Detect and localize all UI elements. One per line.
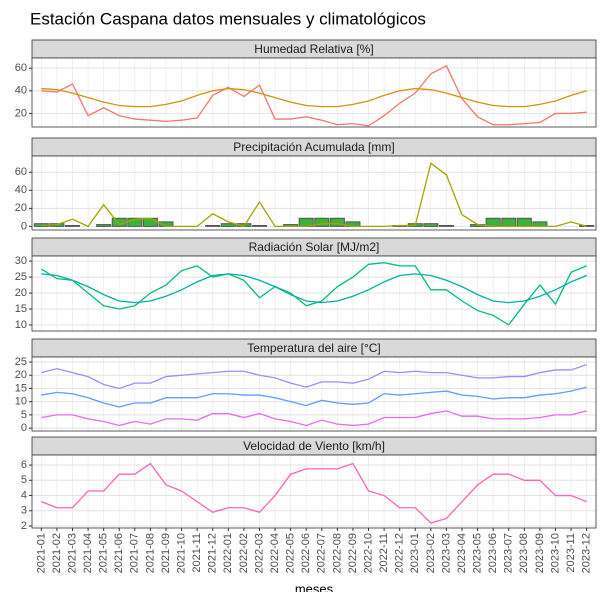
- y-tick-label: 20: [15, 287, 27, 299]
- x-tick-label: 2021-06: [113, 533, 125, 573]
- strip-title: Precipitación Acumulada [mm]: [233, 140, 394, 154]
- x-tick-label: 2021-05: [98, 533, 110, 573]
- line: [41, 87, 587, 108]
- x-tick-label: 2022-04: [269, 533, 281, 573]
- x-tick-label: 2022-02: [238, 533, 250, 573]
- y-tick-label: 40: [15, 85, 27, 97]
- y-tick-label: 30: [15, 255, 27, 267]
- x-tick-label: 2023-08: [518, 533, 530, 573]
- x-tick-label: 2023-04: [456, 533, 468, 573]
- y-tick-label: 25: [15, 356, 27, 368]
- chart-title: Estación Caspana datos mensuales y clima…: [30, 9, 426, 28]
- x-tick-label: 2022-03: [253, 533, 265, 573]
- line: [41, 386, 587, 408]
- line: [41, 462, 587, 524]
- x-tick-label: 2022-05: [285, 533, 297, 573]
- x-tick-label: 2022-08: [331, 533, 343, 573]
- y-tick-label: 60: [15, 166, 27, 178]
- y-tick-label: 4: [21, 489, 27, 501]
- bar: [438, 224, 454, 227]
- y-tick-label: 0: [21, 220, 27, 232]
- x-tick-label: 2022-11: [378, 533, 390, 573]
- bar: [314, 217, 330, 227]
- bar: [532, 221, 548, 227]
- line: [41, 65, 587, 127]
- bar: [423, 223, 439, 227]
- line: [41, 162, 587, 228]
- y-tick-label: 20: [15, 202, 27, 214]
- strip-title: Radiación Solar [MJ/m2]: [249, 240, 380, 254]
- bar: [142, 217, 158, 227]
- strip-title: Humedad Relativa [%]: [254, 42, 373, 56]
- y-tick-label: 20: [15, 369, 27, 381]
- x-tick-label: 2021-08: [144, 533, 156, 573]
- x-tick-label: 2021-10: [175, 533, 187, 573]
- line: [41, 273, 587, 304]
- x-tick-label: 2021-07: [129, 533, 141, 573]
- strip-title: Temperatura del aire [°C]: [247, 341, 381, 355]
- panel-border: [31, 356, 597, 432]
- x-tick-label: 2021-12: [207, 533, 219, 573]
- panel-border: [31, 255, 597, 332]
- x-tick-label: 2022-12: [394, 533, 406, 573]
- y-tick-label: 15: [15, 303, 27, 315]
- panel-background: [32, 58, 596, 127]
- strip-title: Velocidad de Viento [km/h]: [243, 439, 385, 453]
- panel-border: [31, 454, 597, 529]
- x-tick-label: 2023-10: [549, 533, 561, 573]
- y-tick-label: 40: [15, 184, 27, 196]
- line: [41, 364, 587, 390]
- panel-background: [32, 357, 596, 431]
- x-axis-title: meses: [295, 581, 334, 592]
- y-tick-label: 3: [21, 505, 27, 517]
- x-tick-label: 2022-09: [347, 533, 359, 573]
- bar: [516, 217, 532, 227]
- y-tick-label: 2: [21, 520, 27, 532]
- line: [41, 262, 587, 326]
- bar: [205, 224, 221, 227]
- x-tick-label: 2021-11: [191, 533, 203, 573]
- bar: [64, 224, 81, 227]
- x-tick-label: 2021-01: [35, 533, 47, 573]
- y-tick-label: 15: [15, 382, 27, 394]
- y-tick-label: 10: [15, 396, 27, 408]
- x-tick-label: 2022-01: [222, 533, 234, 573]
- line: [41, 410, 587, 427]
- x-tick-label: 2023-01: [409, 533, 421, 573]
- y-tick-label: 6: [21, 459, 27, 471]
- y-tick-label: 10: [15, 319, 27, 331]
- x-tick-label: 2023-03: [440, 533, 452, 573]
- y-tick-label: 0: [21, 422, 27, 434]
- x-tick-label: 2021-04: [82, 533, 94, 573]
- y-tick-label: 5: [21, 474, 27, 486]
- bar: [220, 223, 236, 227]
- x-tick-label: 2023-12: [581, 533, 593, 573]
- x-tick-label: 2023-09: [534, 533, 546, 573]
- panel-background: [32, 156, 596, 230]
- panel-border: [31, 57, 597, 128]
- y-tick-label: 5: [21, 409, 27, 421]
- panel-border: [31, 155, 597, 231]
- x-tick-label: 2023-05: [471, 533, 483, 573]
- x-tick-label: 2023-06: [487, 533, 499, 573]
- panel-background: [32, 455, 596, 528]
- x-tick-label: 2022-06: [300, 533, 312, 573]
- y-tick-label: 20: [15, 107, 27, 119]
- x-tick-label: 2021-02: [51, 533, 63, 573]
- y-tick-label: 25: [15, 271, 27, 283]
- x-tick-label: 2022-10: [362, 533, 374, 573]
- bar: [127, 217, 143, 227]
- x-tick-label: 2021-09: [160, 533, 172, 573]
- bar: [251, 224, 267, 227]
- y-tick-label: 60: [15, 62, 27, 74]
- bar: [501, 217, 517, 227]
- x-tick-label: 2023-02: [425, 533, 437, 573]
- bar: [96, 224, 112, 227]
- bar: [329, 217, 345, 227]
- x-tick-label: 2023-07: [503, 533, 515, 573]
- x-tick-label: 2021-03: [66, 533, 78, 573]
- x-tick-label: 2022-07: [316, 533, 328, 573]
- x-tick-label: 2023-11: [565, 533, 577, 573]
